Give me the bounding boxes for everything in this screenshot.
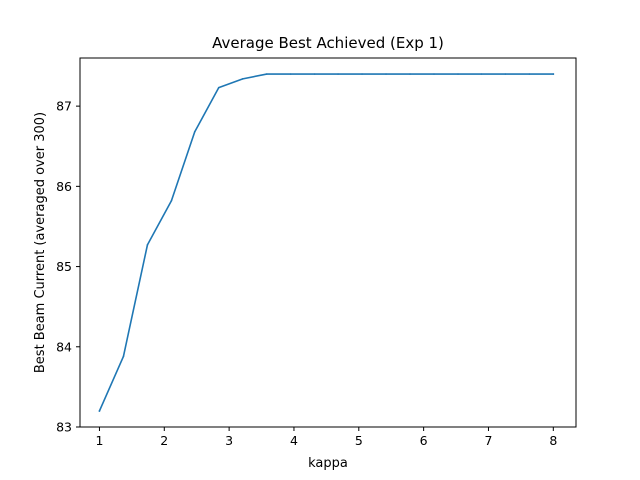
data-point [289, 73, 292, 75]
data-point [433, 73, 435, 75]
x-axis: 1 2 3 4 5 6 7 8 [95, 427, 557, 448]
x-axis-label: kappa [308, 456, 348, 471]
y-tick-label: 83 [56, 420, 72, 435]
y-tick-label: 85 [56, 259, 72, 274]
plot-area [79, 57, 577, 428]
series-line [98, 73, 555, 413]
data-point [170, 199, 173, 202]
data-point [385, 73, 387, 75]
data-point [265, 73, 268, 75]
x-tick-label: 6 [420, 433, 428, 448]
data-point [313, 73, 316, 75]
chart-title: Average Best Achieved (Exp 1) [212, 34, 444, 52]
data-point [457, 73, 459, 75]
x-tick-label: 5 [355, 433, 363, 448]
data-point [504, 73, 507, 75]
data-point [122, 355, 125, 358]
data-point [528, 73, 531, 75]
x-tick-label: 1 [95, 433, 103, 448]
y-tick-label: 86 [56, 179, 72, 194]
x-tick-label: 2 [160, 433, 168, 448]
data-point [361, 73, 363, 75]
data-point [552, 73, 555, 75]
data-point [337, 73, 339, 75]
data-point [217, 86, 220, 89]
data-point [98, 410, 101, 412]
plot-frame [79, 57, 577, 428]
x-tick-label: 4 [290, 433, 298, 448]
y-tick-label: 87 [56, 99, 72, 114]
data-point [146, 244, 149, 246]
data-point [241, 78, 244, 80]
series-layer [98, 73, 555, 413]
x-tick-label: 7 [484, 433, 492, 448]
data-point [409, 73, 411, 75]
data-point [480, 73, 483, 75]
x-tick-label: 8 [549, 433, 557, 448]
y-tick-label: 84 [56, 339, 72, 354]
x-tick-label: 3 [225, 433, 233, 448]
data-point [193, 131, 196, 133]
y-axis: 83 84 85 86 87 [56, 99, 80, 435]
y-axis-label: Best Beam Current (averaged over 300) [33, 112, 48, 373]
